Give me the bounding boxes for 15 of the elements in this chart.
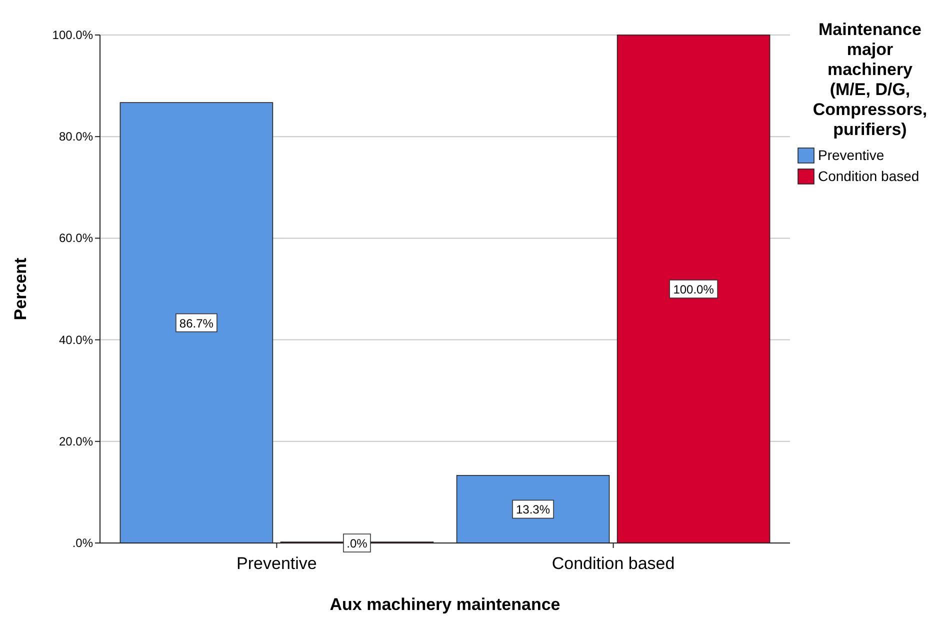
y-tick-label: 100.0% xyxy=(52,28,94,42)
legend-label: Preventive xyxy=(818,147,884,163)
y-tick-label: 40.0% xyxy=(58,332,94,347)
data-label: 100.0% xyxy=(673,282,714,296)
legend-label: Condition based xyxy=(818,168,920,184)
x-axis-title: Aux machinery maintenance xyxy=(330,595,560,614)
y-tick-label: .0% xyxy=(72,536,94,550)
y-tick-label: 20.0% xyxy=(58,434,94,448)
y-tick-label: 80.0% xyxy=(58,130,94,144)
data-label: 13.3% xyxy=(516,502,550,517)
y-axis-title: Percent xyxy=(11,257,30,320)
legend-title: Maintenance major machinery (M/E, D/G, Compressors, purifiers) xyxy=(812,20,928,139)
y-tick-label: 60.0% xyxy=(58,231,94,246)
data-label: .0% xyxy=(346,536,368,550)
data-label: 86.7% xyxy=(179,316,214,330)
